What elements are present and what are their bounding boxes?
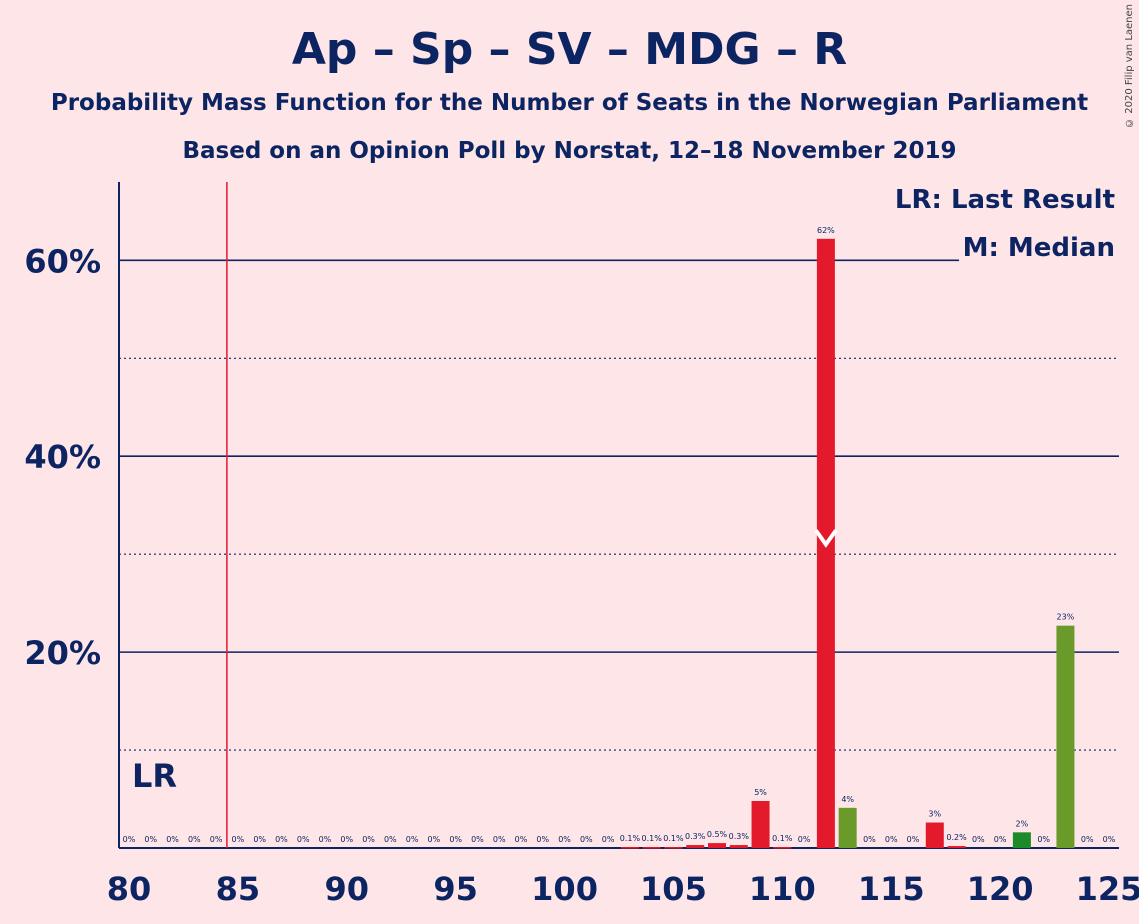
y-tick-label: 60%	[24, 242, 101, 280]
data-label: 0%	[275, 835, 288, 844]
data-label: 0%	[144, 835, 157, 844]
data-label: 0.5%	[707, 830, 728, 839]
data-label: 0.3%	[685, 832, 706, 841]
data-label: 0%	[428, 835, 441, 844]
bar	[620, 847, 639, 849]
data-label: 0%	[1081, 835, 1094, 844]
data-label: 3%	[928, 810, 941, 819]
data-label: 0%	[972, 835, 985, 844]
data-label: 0.3%	[729, 832, 750, 841]
data-label: 0%	[232, 835, 245, 844]
median-marker	[814, 529, 838, 548]
chart-subtitle-2: Based on an Opinion Poll by Norstat, 12–…	[182, 138, 957, 164]
data-label: 0%	[188, 835, 201, 844]
data-label: 0%	[885, 835, 898, 844]
y-tick-label: 20%	[24, 634, 101, 672]
data-label: 0%	[123, 835, 136, 844]
data-label: 0%	[493, 835, 506, 844]
x-tick-label: 105	[640, 870, 707, 908]
bar	[1012, 832, 1031, 848]
x-tick-label: 90	[325, 870, 370, 908]
last-result-label: LR	[132, 757, 177, 795]
x-tick-label: 115	[858, 870, 925, 908]
data-label: 0%	[515, 835, 528, 844]
data-label: 0%	[210, 835, 223, 844]
bar	[947, 846, 966, 848]
bar	[1056, 625, 1075, 848]
data-label: 0%	[384, 835, 397, 844]
bar	[751, 800, 770, 848]
data-label: 0%	[166, 835, 179, 844]
data-label: 0%	[798, 835, 811, 844]
x-tick-label: 125	[1076, 870, 1139, 908]
data-label: 0%	[863, 835, 876, 844]
x-tick-label: 80	[107, 870, 152, 908]
data-label: 0%	[558, 835, 571, 844]
bar	[838, 807, 857, 848]
data-label: 0%	[319, 835, 332, 844]
data-label: 0%	[449, 835, 462, 844]
data-label: 0%	[406, 835, 419, 844]
data-label: 0%	[471, 835, 484, 844]
bar	[773, 847, 792, 849]
data-label: 62%	[817, 226, 835, 235]
data-label: 0.2%	[946, 833, 967, 842]
data-label: 0%	[1103, 835, 1116, 844]
bar	[642, 847, 661, 849]
x-tick-label: 120	[967, 870, 1034, 908]
data-label: 5%	[754, 788, 767, 797]
bar	[686, 845, 705, 848]
data-label: 2%	[1016, 819, 1029, 828]
chart-title: Ap – Sp – SV – MDG – R	[291, 24, 848, 75]
legend-median: M: Median	[958, 233, 1119, 263]
y-tick-label: 40%	[24, 438, 101, 476]
data-label: 23%	[1057, 613, 1075, 622]
bar	[708, 843, 726, 848]
data-label: 0%	[1037, 835, 1050, 844]
data-label: 0%	[340, 835, 353, 844]
x-tick-label: 95	[433, 870, 478, 908]
bar	[664, 847, 683, 849]
data-label: 4%	[841, 795, 854, 804]
x-tick-label: 85	[216, 870, 261, 908]
data-label: 0%	[362, 835, 375, 844]
data-label: 0%	[297, 835, 310, 844]
data-label: 0%	[907, 835, 920, 844]
data-label: 0%	[580, 835, 593, 844]
x-tick-label: 100	[531, 870, 598, 908]
chart-subtitle: Probability Mass Function for the Number…	[50, 90, 1089, 116]
data-label: 0%	[536, 835, 549, 844]
data-label: 0%	[602, 835, 615, 844]
bar	[729, 845, 748, 848]
data-label: 0%	[253, 835, 266, 844]
bar	[925, 822, 944, 848]
x-tick-label: 110	[749, 870, 816, 908]
data-label: 0.1%	[620, 834, 641, 843]
data-label: 0%	[994, 835, 1007, 844]
data-label: 0.1%	[663, 834, 684, 843]
data-label: 0.1%	[772, 834, 793, 843]
data-label: 0.1%	[642, 834, 663, 843]
legend-last-result: LR: Last Result	[890, 185, 1119, 215]
